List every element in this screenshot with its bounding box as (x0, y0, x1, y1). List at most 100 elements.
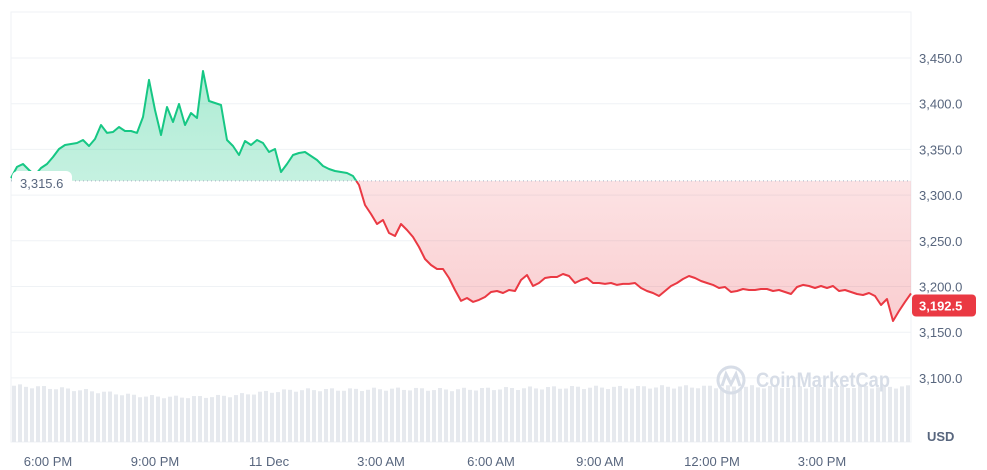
volume-bar (690, 387, 694, 442)
x-tick-label: 11 Dec (249, 454, 290, 469)
volume-bar (426, 390, 430, 442)
volume-bar (546, 387, 550, 442)
volume-bar (126, 393, 130, 442)
volume-bar (504, 387, 508, 442)
volume-bar (390, 388, 394, 442)
volume-bar (186, 398, 190, 442)
volume-bar (852, 388, 856, 442)
unit-label: USD (927, 429, 954, 444)
volume-bar (348, 388, 352, 442)
volume-bar (222, 395, 226, 442)
volume-bar (888, 386, 892, 442)
volume-bar (456, 389, 460, 442)
volume-bar (594, 385, 598, 442)
volume-bar (330, 388, 334, 442)
volume-bar (588, 387, 592, 442)
volume-bar (702, 385, 706, 442)
volume-bar (582, 389, 586, 442)
last-price-value: 3,192.5 (919, 299, 962, 314)
volume-bar (432, 390, 436, 442)
volume-bar (312, 390, 316, 442)
volume-bar (204, 397, 208, 442)
volume-bar (642, 386, 646, 442)
volume-bar (168, 396, 172, 442)
volume-bar (732, 386, 736, 442)
volume-bar (558, 388, 562, 442)
x-tick-label: 9:00 PM (131, 454, 179, 469)
x-tick-label: 9:00 AM (576, 454, 624, 469)
volume-bar (162, 398, 166, 442)
volume-bar (882, 385, 886, 442)
volume-bar (570, 385, 574, 442)
volume-bar (708, 385, 712, 442)
volume-bar (270, 392, 274, 442)
volume-bar (30, 388, 34, 442)
volume-bar (750, 385, 754, 442)
y-tick-label: 3,400.0 (919, 97, 962, 112)
volume-bar (624, 388, 628, 442)
volume-bar (492, 390, 496, 442)
volume-bar (366, 389, 370, 442)
volume-bar (744, 386, 748, 442)
volume-bar (774, 385, 778, 442)
volume-bar (828, 388, 832, 442)
volume-bar (528, 386, 532, 442)
volume-bar (114, 394, 118, 442)
watermark-text: CoinMarketCap (756, 369, 890, 392)
volume-bar (408, 390, 412, 442)
volume-bar (660, 385, 664, 442)
volume-bar (444, 389, 448, 442)
volume-bar (96, 393, 100, 442)
volume-bar (342, 390, 346, 442)
volume-bar (336, 390, 340, 442)
volume-bar (696, 388, 700, 442)
volume-bar (378, 389, 382, 442)
volume-bar (90, 391, 94, 442)
volume-bar (294, 391, 298, 442)
volume-bar (264, 390, 268, 442)
volume-bar (648, 388, 652, 442)
volume-bar (438, 388, 442, 442)
volume-bar (636, 385, 640, 442)
price-line-up (10, 70, 358, 181)
volume-bar (486, 387, 490, 442)
volume-bar (792, 385, 796, 442)
volume-bar (384, 390, 388, 442)
volume-bar (498, 389, 502, 442)
x-tick-label: 6:00 PM (24, 454, 72, 469)
volume-bar (762, 388, 766, 442)
x-tick-label: 3:00 PM (798, 454, 846, 469)
volume-bar (138, 397, 142, 442)
y-tick-label: 3,300.0 (919, 188, 962, 203)
volume-bar (468, 389, 472, 442)
y-tick-label: 3,200.0 (919, 280, 962, 295)
volume-bar (54, 389, 58, 442)
baseline-label: 3,315.6 (12, 171, 72, 193)
volume-bar (72, 391, 76, 442)
area-fill-down (11, 180, 911, 321)
volume-bar (66, 388, 70, 442)
volume-bar (228, 397, 232, 442)
volume-bar (522, 388, 526, 442)
volume-bar (174, 395, 178, 442)
volume-bar (78, 390, 82, 442)
volume-bar (192, 396, 196, 442)
volume-bar (606, 389, 610, 442)
volume-bar (144, 396, 148, 442)
volume-bar (282, 389, 286, 442)
volume-bar (252, 394, 256, 442)
x-tick-label: 3:00 AM (357, 454, 405, 469)
volume-bar (246, 394, 250, 442)
volume-bar (132, 394, 136, 442)
volume-bar (654, 387, 658, 442)
volume-bar (258, 391, 262, 442)
volume-bar (786, 387, 790, 442)
volume-bar (156, 396, 160, 442)
volume-bar (756, 387, 760, 442)
volume-bar (738, 388, 742, 442)
volume-bar (726, 385, 730, 442)
volume-bar (816, 385, 820, 442)
volume-bar (672, 388, 676, 442)
volume-bar (372, 387, 376, 442)
last-price-badge: 3,192.5 (912, 294, 976, 317)
